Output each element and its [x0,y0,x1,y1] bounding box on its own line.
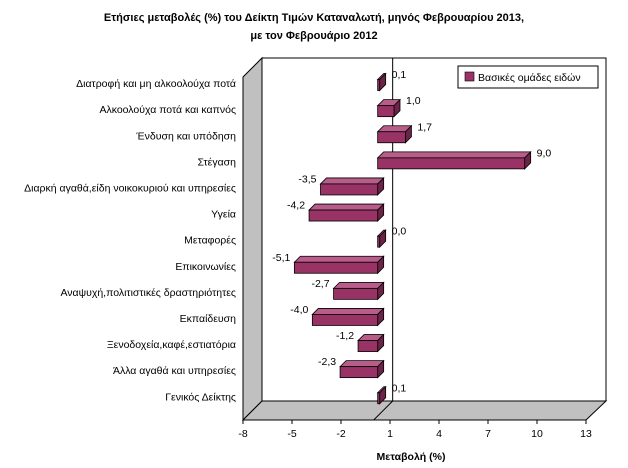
category-label: Γενικός Δείκτης [165,391,236,403]
bar-front [311,314,379,326]
category-label: Υγεία [211,209,236,221]
bars [293,72,532,405]
x-tick-label: 1 [387,428,393,440]
data-label: -3,5 [298,173,316,185]
back-wall [261,57,607,402]
bar-top [376,151,532,159]
bar-front [357,340,379,352]
bar-top [311,308,385,315]
bar-front [377,235,381,248]
data-label: -2,7 [311,278,329,290]
category-labels: Διατροφή και μη αλκοολούχα ποτά Αλκοολούχ… [24,78,236,403]
legend: Βασικές ομάδες ειδών [457,65,599,89]
bar [376,98,401,118]
bar-top [293,255,385,263]
data-label: 0,0 [392,226,407,238]
bar [357,333,385,353]
x-tick-label: 7 [485,428,491,440]
data-labels: 0,1 1,0 1,7 9,0 -3,5 -4,2 0,0 -5,1 -2,7 -4,0 -1,2 -… [272,69,551,394]
category-label: Διαρκή αγαθά,είδη νοικοκυριού και υπηρεσ… [24,182,236,194]
x-tick-label: 13 [580,428,592,440]
data-label: -4,0 [290,304,308,316]
bar-front [308,209,379,222]
data-label: 0,1 [392,382,407,394]
floor [241,400,608,421]
data-label: -2,3 [318,356,336,368]
category-label: Ξενοδοχεία,καφέ,εστιατόρια [107,339,236,351]
data-label: 1,7 [417,121,432,133]
category-label: Ένδυση και υπόδηση [135,130,236,142]
bar [293,255,385,275]
bar [308,203,385,223]
bar-top [339,360,385,368]
bar [339,359,385,379]
bar [376,385,387,405]
bar [311,307,385,327]
bar-front [377,105,395,118]
data-label: 0,1 [392,69,407,81]
data-label: -5,1 [272,252,290,264]
bar-front [377,157,526,170]
data-label: -4,2 [287,200,305,212]
bar-top [308,203,385,211]
x-axis-label: Μεταβολή (%) [377,451,446,463]
bar-front [333,287,379,300]
plot-walls [241,56,608,422]
x-tick-label: 4 [436,428,442,440]
bar-top [319,177,385,185]
bar-front [377,392,381,405]
bar-front [377,131,406,144]
bar-front [293,261,379,274]
bar-front [339,366,379,379]
category-label: Εκπαίδευση [180,313,237,325]
x-tick-label: -2 [336,428,345,440]
data-label: -1,2 [336,330,354,342]
bar-top [332,281,385,289]
legend-swatch [464,71,475,82]
bar [376,72,387,92]
x-tick-label: -5 [287,428,296,440]
chart-title-line-2: με τον Φεβρουάριο 2012 [250,30,377,42]
category-label: Αλκοολούχα ποτά και καπνός [99,104,236,116]
bar-front [320,183,379,196]
category-label: Αναψυχή,πολιτιστικές δραστηριότητες [60,287,236,299]
zero-line-floor [373,400,394,421]
category-label: Στέγαση [198,156,237,168]
bar [376,150,532,170]
chart-title-line-1: Ετήσιες μεταβολές (%) του Δείκτη Τιμών Κ… [104,12,524,24]
data-label: 1,0 [406,95,421,107]
category-label: Άλλα αγαθά και υπηρεσίες [113,365,236,377]
category-label: Διατροφή και μη αλκοολούχα ποτά [76,78,236,90]
side-wall [242,56,263,422]
x-axis-ticks: -8 -5 -2 1 4 7 10 13 [238,420,592,440]
legend-box [457,65,599,89]
category-label: Επικοινωνίες [175,261,236,273]
legend-label: Βασικές ομάδες ειδών [478,72,581,84]
data-label: 9,0 [537,147,552,159]
bar [332,281,385,301]
x-tick-label: 10 [531,428,543,440]
bar-front [377,79,381,91]
bar [376,229,387,249]
category-label: Μεταφορές [184,235,236,247]
bar [319,176,385,196]
bar [376,124,413,144]
x-tick-label: -8 [238,428,247,440]
